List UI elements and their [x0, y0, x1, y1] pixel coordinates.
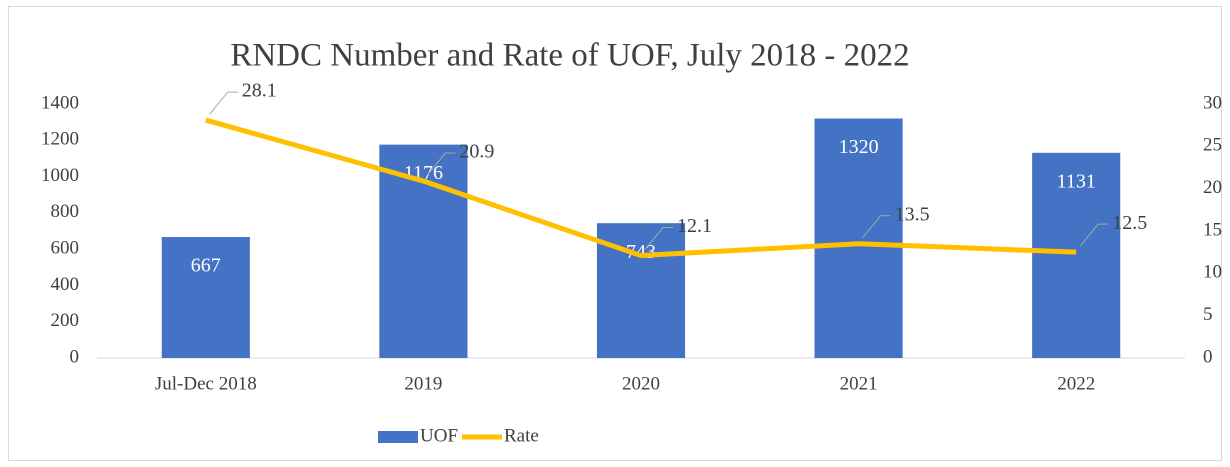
y-tick-label: 1200 — [41, 129, 79, 150]
y-tick-label: 1400 — [41, 92, 79, 113]
y2-tick-label: 0 — [1203, 346, 1213, 367]
label-leader — [209, 91, 238, 115]
line-data-label: 12.1 — [677, 215, 712, 237]
bar — [161, 236, 250, 358]
legend-label: UOF — [420, 425, 458, 446]
line-data-label: 13.5 — [895, 203, 930, 225]
x-tick-label: Jul-Dec 2018 — [155, 373, 257, 394]
rate-line — [205, 117, 1077, 259]
label-leader — [1079, 223, 1109, 247]
legend-swatch — [378, 431, 418, 443]
y2-tick-label: 5 — [1203, 304, 1213, 325]
bar-data-label: 1320 — [839, 136, 879, 158]
x-tick-label: 2022 — [1057, 373, 1095, 394]
y-tick-label: 0 — [70, 346, 80, 367]
y2-tick-label: 30 — [1203, 92, 1222, 113]
y-tick-label: 800 — [51, 201, 80, 222]
y-tick-label: 600 — [51, 238, 80, 259]
y2-tick-label: 25 — [1203, 135, 1222, 156]
bar — [1032, 152, 1121, 358]
y2-tick-label: 10 — [1203, 262, 1222, 283]
chart-title: RNDC Number and Rate of UOF, July 2018 -… — [230, 38, 909, 74]
label-leader — [427, 152, 456, 176]
y-tick-label: 400 — [51, 274, 80, 295]
label-leader — [644, 227, 673, 250]
label-leader — [862, 215, 891, 239]
bar — [814, 118, 903, 358]
y-tick-label: 200 — [51, 310, 80, 331]
legend-label: Rate — [504, 425, 539, 446]
x-tick-label: 2020 — [622, 373, 660, 394]
line-data-label: 12.5 — [1112, 212, 1147, 234]
bar-data-label: 667 — [191, 255, 221, 277]
x-tick-label: 2019 — [404, 373, 442, 394]
x-tick-label: 2021 — [840, 373, 878, 394]
y2-tick-label: 20 — [1203, 177, 1222, 198]
line-data-label: 28.1 — [242, 80, 277, 102]
bar-data-label: 1131 — [1057, 170, 1096, 192]
y2-tick-label: 15 — [1203, 219, 1222, 240]
y-tick-label: 1000 — [41, 165, 79, 186]
line-data-label: 20.9 — [459, 141, 494, 163]
